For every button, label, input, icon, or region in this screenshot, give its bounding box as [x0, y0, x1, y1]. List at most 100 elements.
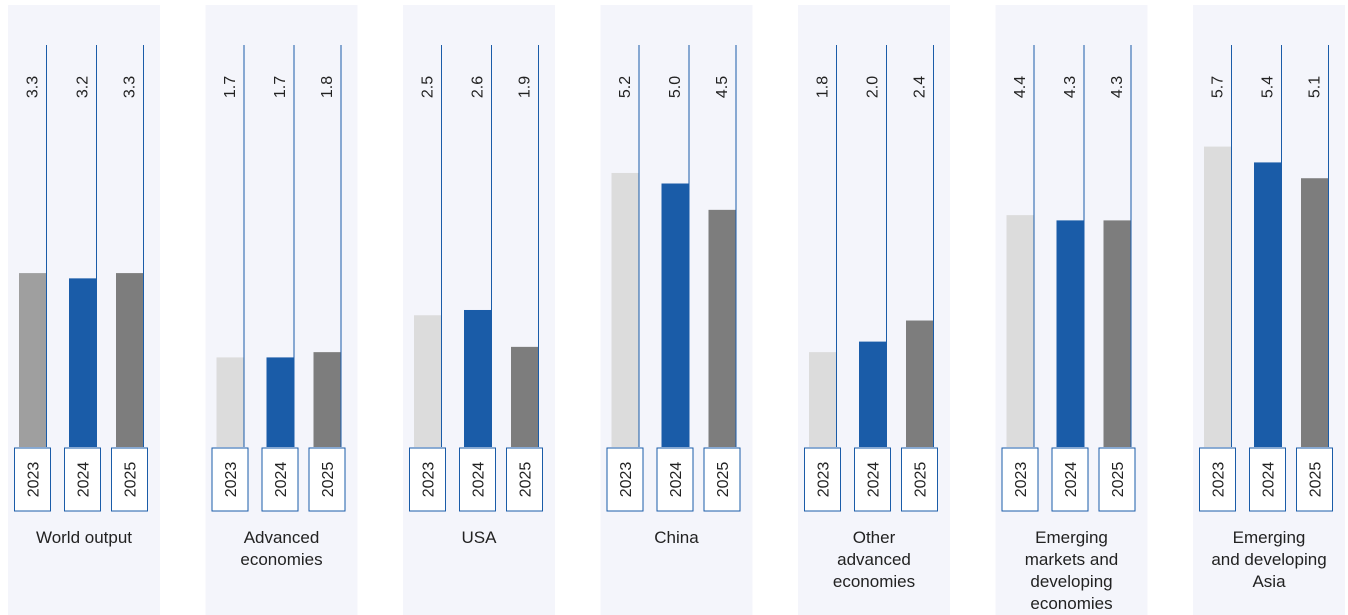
value-label: 2.4 [912, 76, 929, 98]
category-label: Asia [1252, 572, 1286, 591]
bar-2024 [464, 309, 491, 447]
year-label: 2025 [320, 462, 337, 498]
bar-2025 [116, 273, 143, 447]
bar-2024 [859, 341, 886, 447]
year-box [656, 447, 694, 512]
value-label: 5.4 [1260, 76, 1277, 98]
chart-group-2: 2.5 2023 2.6 2024 1.9 2025 USA [403, 5, 555, 615]
year-box [1199, 447, 1236, 512]
bar-2024 [266, 357, 294, 447]
year-box [703, 447, 741, 512]
year-box [1098, 447, 1136, 512]
category-label: economies [240, 550, 322, 569]
year-box [1001, 447, 1039, 512]
year-label: 2024 [866, 462, 883, 498]
year-box [261, 447, 299, 512]
value-label: 5.0 [667, 76, 684, 98]
bar-2024 [1254, 162, 1281, 448]
year-label: 2023 [618, 462, 635, 498]
value-label: 2.5 [420, 76, 437, 98]
category-label: Advanced [244, 528, 320, 547]
year-label: 2023 [421, 462, 438, 498]
chart-group-5: 4.4 2023 4.3 2024 4.3 2025 Emerging markets and… [995, 5, 1148, 615]
year-box [409, 447, 446, 512]
year-label: 2024 [471, 462, 488, 498]
category-label: markets and [1025, 550, 1119, 569]
bar-2023 [1006, 215, 1034, 447]
value-label: 1.8 [815, 76, 832, 98]
chart-group-4: 1.8 2023 2.0 2024 2.4 2025 Other advanced econom… [798, 5, 950, 615]
year-box [606, 447, 644, 512]
year-label: 2024 [1063, 462, 1080, 498]
bar-2024 [661, 183, 689, 447]
year-label: 2023 [1013, 462, 1030, 498]
year-box [1051, 447, 1089, 512]
category-label: economies [833, 572, 915, 591]
bar-2025 [1301, 178, 1328, 448]
year-box [854, 447, 891, 512]
year-box [111, 447, 148, 512]
year-box [14, 447, 51, 512]
bar-2023 [19, 273, 46, 447]
category-label: USA [462, 528, 498, 547]
panel-background [798, 5, 950, 615]
category-label: advanced [837, 550, 911, 569]
value-label: 5.7 [1210, 76, 1227, 98]
year-label: 2024 [668, 462, 685, 498]
value-label: 2.0 [865, 76, 882, 98]
value-label: 4.3 [1109, 76, 1126, 98]
value-label: 5.2 [617, 76, 634, 98]
value-label: 1.9 [517, 76, 534, 98]
year-label: 2023 [223, 462, 240, 498]
year-label: 2025 [518, 462, 535, 498]
year-label: 2025 [123, 462, 140, 498]
year-label: 2023 [816, 462, 833, 498]
value-label: 3.2 [75, 76, 92, 98]
year-label: 2025 [1110, 462, 1127, 498]
bar-2025 [511, 346, 538, 447]
value-label: 2.6 [470, 76, 487, 98]
value-label: 3.3 [25, 76, 42, 98]
bar-2025 [906, 320, 933, 447]
year-box [804, 447, 841, 512]
year-label: 2025 [913, 462, 930, 498]
bar-2025 [1103, 220, 1131, 447]
panel-background [205, 5, 358, 615]
year-box [64, 447, 101, 512]
year-box [211, 447, 249, 512]
year-label: 2024 [76, 462, 93, 498]
category-label: economies [1030, 594, 1112, 613]
year-box [1296, 447, 1333, 512]
bar-2024 [69, 278, 96, 447]
bar-2025 [313, 352, 341, 447]
chart-group-1: 1.7 2023 1.7 2024 1.8 2025 Advanced economies [205, 5, 358, 615]
category-label: World output [36, 528, 132, 547]
chart-group-3: 5.2 2023 5.0 2024 4.5 2025 China [600, 5, 753, 615]
value-label: 4.5 [714, 76, 731, 98]
value-label: 1.7 [222, 76, 239, 98]
value-label: 1.7 [272, 76, 289, 98]
bar-2023 [216, 357, 244, 447]
bar-2024 [1056, 220, 1084, 447]
category-label: Other [853, 528, 896, 547]
year-box [459, 447, 496, 512]
bar-2023 [1204, 146, 1231, 448]
category-label: China [654, 528, 699, 547]
value-label: 1.8 [319, 76, 336, 98]
year-box [901, 447, 938, 512]
year-label: 2023 [1211, 462, 1228, 498]
year-label: 2023 [26, 462, 43, 498]
bar-2023 [809, 352, 836, 447]
year-box [506, 447, 543, 512]
value-label: 4.3 [1062, 76, 1079, 98]
year-label: 2025 [715, 462, 732, 498]
category-label: Emerging [1035, 528, 1108, 547]
value-label: 4.4 [1012, 76, 1029, 98]
chart-group-6: 5.7 2023 5.4 2024 5.1 2025 Emerging and develop… [1193, 5, 1345, 615]
category-label: developing [1030, 572, 1112, 591]
value-label: 5.1 [1307, 76, 1324, 98]
year-box [1249, 447, 1286, 512]
value-label: 3.3 [122, 76, 139, 98]
category-label: Emerging [1233, 528, 1306, 547]
